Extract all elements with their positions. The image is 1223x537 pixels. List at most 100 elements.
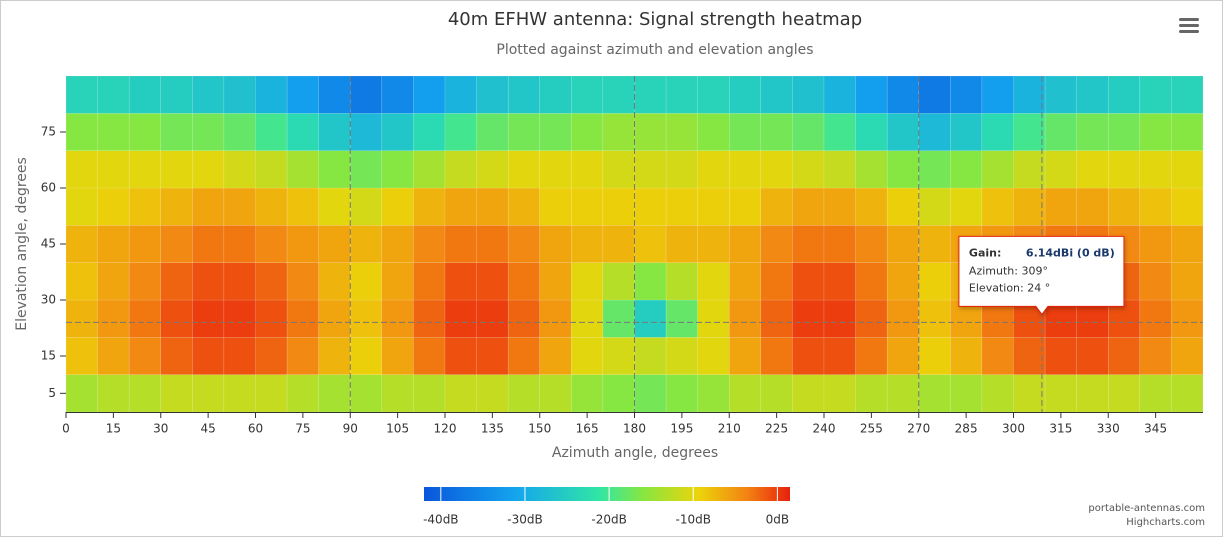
heat-cell (350, 374, 383, 413)
y-tick-label: 60 (41, 181, 56, 195)
heat-cell (286, 75, 319, 114)
heat-cell (823, 262, 856, 301)
colorbar-label: -30dB (507, 513, 542, 527)
tooltip-header: Gain: (969, 246, 1001, 259)
x-tick-label: 300 (1002, 422, 1025, 436)
heat-cell (792, 337, 825, 375)
heat-cell (886, 374, 920, 413)
heat-cell (1013, 187, 1046, 226)
heat-cell (444, 262, 477, 301)
heat-cell (665, 225, 698, 263)
heat-cell (444, 225, 477, 263)
heat-cell (855, 75, 888, 114)
heat-cell (634, 113, 667, 151)
heat-cell (1108, 374, 1141, 413)
heat-cell (602, 113, 635, 151)
heat-cell (476, 113, 509, 151)
heat-cell (792, 374, 825, 413)
heat-cell (476, 187, 509, 226)
heat-cell (444, 150, 477, 189)
heat-cell (981, 337, 1014, 375)
heat-cell (350, 225, 383, 263)
tooltip-box (958, 235, 1125, 316)
heat-cell (981, 374, 1014, 413)
heat-cell (886, 262, 920, 301)
x-tick-label: 345 (1144, 422, 1167, 436)
heat-cell (1044, 150, 1077, 189)
heat-cell (1139, 299, 1172, 338)
heat-cell (350, 187, 383, 226)
heat-cell (634, 225, 667, 263)
heat-cell (1044, 337, 1077, 375)
heat-cell (886, 75, 920, 114)
heat-cell (65, 299, 98, 338)
heat-cell (792, 113, 825, 151)
heat-cell (160, 337, 193, 375)
heat-cell (823, 299, 856, 338)
heat-cell (381, 225, 414, 263)
heat-cell (571, 75, 604, 114)
heat-cell (1139, 374, 1172, 413)
heat-cell (255, 75, 288, 114)
heat-cell (350, 150, 383, 189)
x-tick-label: 210 (718, 422, 741, 436)
heat-cell (318, 262, 351, 301)
heat-cell (65, 225, 98, 263)
heat-cell (65, 262, 98, 301)
heat-cell (223, 75, 256, 114)
x-tick-label: 165 (576, 422, 599, 436)
heat-cell (950, 150, 983, 189)
heat-cell (918, 374, 951, 413)
heat-cell (1171, 337, 1204, 375)
heat-cell (1171, 225, 1204, 263)
heat-cell (1139, 187, 1172, 226)
heat-cell (886, 113, 920, 151)
heat-cell (602, 75, 635, 114)
heat-cell (697, 75, 730, 114)
heat-cell (160, 299, 193, 338)
heat-cell (981, 113, 1014, 151)
heat-cell (1076, 75, 1109, 114)
x-tick-label: 75 (295, 422, 310, 436)
heat-cell (1044, 113, 1077, 151)
heat-cell (476, 299, 509, 338)
heat-cell (729, 225, 762, 263)
heat-cell (192, 262, 225, 301)
heat-cell (760, 150, 793, 189)
heat-cell (65, 75, 98, 114)
heat-cell (413, 113, 446, 151)
heat-cell (792, 150, 825, 189)
heat-cell (1044, 187, 1077, 226)
heat-cell (823, 187, 856, 226)
heat-cell (602, 225, 635, 263)
heat-cell (1076, 150, 1109, 189)
heat-cell (223, 262, 256, 301)
heat-cell (981, 150, 1014, 189)
heat-cell (918, 187, 951, 226)
tooltip-line: Azimuth: 309° (969, 264, 1048, 277)
heat-cell (665, 262, 698, 301)
heat-cell (729, 337, 762, 375)
heat-cell (665, 75, 698, 114)
heat-cell (476, 150, 509, 189)
x-tick-label: 15 (106, 422, 121, 436)
heat-cell (886, 337, 920, 375)
heat-cell (160, 75, 193, 114)
heat-cell (381, 299, 414, 338)
heat-cell (192, 113, 225, 151)
heat-cell (318, 187, 351, 226)
heat-cell (476, 262, 509, 301)
heat-cell (160, 150, 193, 189)
heat-cell (1013, 75, 1046, 114)
heat-cell (507, 113, 540, 151)
menu-button[interactable] (1176, 16, 1202, 38)
heat-cell (160, 262, 193, 301)
heat-cell (697, 262, 730, 301)
heat-cell (444, 75, 477, 114)
heat-cell (1139, 225, 1172, 263)
heat-cell (286, 262, 319, 301)
heat-cell (444, 374, 477, 413)
heat-cell (855, 374, 888, 413)
